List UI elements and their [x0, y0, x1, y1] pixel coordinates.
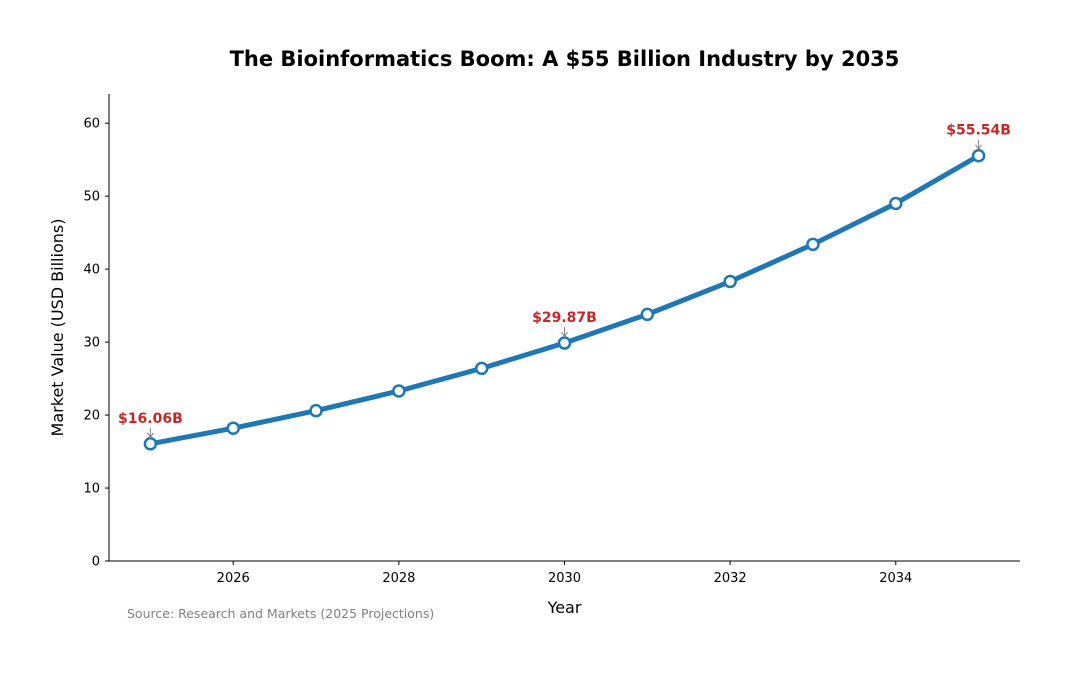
y-tick-label: 0 [92, 555, 100, 570]
annotation-label: $16.06B [118, 411, 183, 427]
data-point [474, 361, 489, 376]
data-point [971, 148, 986, 163]
data-point [806, 237, 820, 252]
data-point [392, 384, 406, 398]
annotation-label: $55.54B [946, 123, 1011, 139]
series-layer [143, 148, 986, 451]
annotation-arrowhead [561, 331, 568, 338]
data-point [640, 307, 655, 322]
x-axis-label: Year [547, 598, 582, 617]
x-tick-label: 2026 [217, 571, 250, 586]
y-tick-label: 10 [83, 482, 100, 497]
chart-title: The Bioinformatics Boom: A $55 Billion I… [230, 47, 900, 71]
data-point [723, 274, 737, 289]
annotation-label: $29.87B [532, 310, 597, 326]
data-point [309, 403, 323, 418]
y-tick-label: 40 [83, 263, 100, 278]
x-tick-label: 2028 [382, 571, 415, 586]
x-tick-label: 2034 [879, 571, 912, 586]
y-tick-label: 50 [83, 190, 100, 205]
data-point [889, 196, 903, 211]
data-point [226, 421, 240, 435]
y-tick-label: 20 [83, 409, 100, 424]
y-ticks: 0 10 20 30 40 50 60 [83, 117, 109, 570]
series-line [147, 153, 982, 447]
y-tick-label: 30 [83, 336, 100, 351]
x-ticks: 2026 2028 2030 2032 2034 [217, 561, 912, 586]
annotation-arrowhead [146, 432, 154, 439]
annotation-layer: $16.06B $29.87B $55.54B [118, 123, 1011, 439]
data-point [143, 437, 158, 451]
x-tick-label: 2030 [548, 571, 581, 586]
source-note: Source: Research and Markets (2025 Proje… [127, 606, 434, 621]
data-point [557, 336, 572, 350]
x-tick-label: 2032 [714, 571, 747, 586]
y-axis-label: Market Value (USD Billions) [48, 219, 67, 437]
annotation-arrowhead [975, 144, 983, 151]
y-tick-label: 60 [83, 117, 100, 132]
